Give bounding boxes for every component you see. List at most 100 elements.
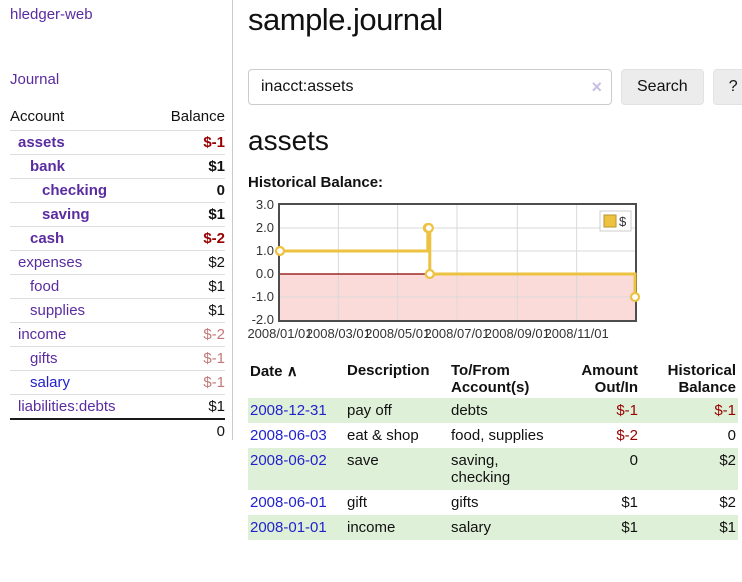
account-link-supplies[interactable]: supplies xyxy=(30,302,86,319)
account-row: supplies $1 xyxy=(10,298,225,323)
account-row: checking 0 xyxy=(10,178,225,203)
account-row: bank $1 xyxy=(10,154,225,179)
account-link-cash[interactable]: cash xyxy=(30,230,65,247)
account-link-income[interactable]: income xyxy=(18,326,67,343)
transaction-balance: $-1 xyxy=(640,398,738,423)
register-table: Date ∧ Description To/From Account(s) Am… xyxy=(248,360,738,540)
account-balance: $1 xyxy=(152,298,225,323)
transaction-accounts: food, supplies xyxy=(451,427,544,444)
accounts-table: Account Balance assets $-1 bank $1 checking 0… xyxy=(10,105,225,443)
account-balance: $2 xyxy=(152,250,225,275)
transaction-accounts: saving, checking xyxy=(449,448,579,490)
transaction-date-link[interactable]: 2008-12-31 xyxy=(250,402,327,419)
balance-column-header: Balance xyxy=(152,105,225,131)
transaction-balance: 0 xyxy=(727,427,736,444)
transaction-date-link[interactable]: 2008-06-02 xyxy=(250,452,327,469)
account-link-gifts[interactable]: gifts xyxy=(30,350,58,367)
account-row: liabilities:debts $1 xyxy=(10,394,225,420)
x-axis-tick-label: 2008/11/01 xyxy=(544,326,609,341)
account-link-liabilities-debts[interactable]: liabilities:debts xyxy=(18,398,116,415)
account-balance: $1 xyxy=(152,154,225,179)
x-axis-tick-label: 2008/01/01 xyxy=(247,326,313,341)
register-row: 2008-06-03 eat & shop food, supplies $-2 0 xyxy=(248,423,738,448)
account-link-assets[interactable]: assets xyxy=(18,134,65,151)
account-balance: 0 xyxy=(152,178,225,203)
tofrom-column-header: To/From Account(s) xyxy=(451,362,530,396)
amount-column-header: Amount Out/In xyxy=(581,362,638,396)
register-row: 2008-01-01 income salary $1 $1 xyxy=(248,515,738,540)
transaction-balance: $2 xyxy=(719,494,736,511)
y-axis-tick-label: 1.0 xyxy=(255,243,274,258)
y-axis-tick-label: -2.0 xyxy=(251,312,274,327)
transaction-description: pay off xyxy=(345,398,449,423)
description-column-header: Description xyxy=(347,362,430,379)
account-balance: $-1 xyxy=(152,346,225,371)
search-input[interactable] xyxy=(248,69,612,105)
search-bar: × Search ? xyxy=(248,69,742,105)
transaction-balance: $2 xyxy=(640,448,738,490)
account-balance: $-2 xyxy=(152,226,225,251)
account-link-bank[interactable]: bank xyxy=(30,158,66,175)
transaction-description: save xyxy=(345,448,449,490)
account-row: saving $1 xyxy=(10,202,225,227)
svg-text:$: $ xyxy=(619,214,627,229)
account-link-saving[interactable]: saving xyxy=(42,206,90,223)
transaction-amount: $1 xyxy=(579,515,640,540)
account-row: assets $-1 xyxy=(10,130,225,155)
sort-ascending-icon: ∧ xyxy=(286,363,298,380)
x-axis-tick-label: 2008/03/01 xyxy=(305,326,371,341)
transaction-accounts: salary xyxy=(449,515,579,540)
account-balance: $-1 xyxy=(152,130,225,155)
account-row: salary $-1 xyxy=(10,370,225,395)
account-balance: $-2 xyxy=(152,322,225,347)
accounts-column-header: Account xyxy=(10,105,153,131)
sidebar-item-journal[interactable]: Journal xyxy=(10,71,60,88)
register-row: 2008-12-31 pay off debts $-1 $-1 xyxy=(248,398,738,423)
register-row: 2008-06-02 save saving, checking 0 $2 xyxy=(248,448,738,490)
clear-search-icon[interactable]: × xyxy=(591,77,602,97)
transaction-amount: $-1 xyxy=(579,398,640,423)
transaction-description: gift xyxy=(347,494,368,511)
chart-plot-area: $ xyxy=(274,203,641,322)
help-button[interactable]: ? xyxy=(712,69,742,105)
x-axis-tick-label: 2008/05/01 xyxy=(365,326,431,341)
sidebar: hledger-web Journal Account Balance asse… xyxy=(0,0,233,443)
account-link-checking[interactable]: checking xyxy=(42,182,108,199)
transaction-balance: $1 xyxy=(640,515,738,540)
chart-title: Historical Balance: xyxy=(248,174,384,191)
account-balance: $1 xyxy=(152,202,225,227)
account-link-salary[interactable]: salary xyxy=(30,374,71,391)
account-link-food[interactable]: food xyxy=(30,278,60,295)
y-axis-tick-label: 2.0 xyxy=(255,220,274,235)
transaction-description: eat & shop xyxy=(347,427,419,444)
date-column-header[interactable]: Date ∧ xyxy=(250,363,298,380)
account-row: expenses $2 xyxy=(10,250,225,275)
accounts-total-value: 0 xyxy=(152,418,225,443)
account-row: food $1 xyxy=(10,274,225,299)
chart-legend: $ xyxy=(599,210,632,232)
transaction-date-link[interactable]: 2008-06-03 xyxy=(250,427,327,444)
y-axis-tick-label: 0.0 xyxy=(255,266,274,281)
x-axis-tick-label: 2008/07/01 xyxy=(424,326,490,341)
historical-balance-chart: 3.0 2.0 1.0 0.0 -1.0 -2.0 2008/01/01 2008/03/01… xyxy=(247,197,736,343)
y-axis-tick-label: -1.0 xyxy=(251,289,274,304)
account-balance: $1 xyxy=(152,394,225,420)
page-title: sample.journal xyxy=(248,2,443,37)
transaction-amount: 0 xyxy=(579,448,640,490)
accounts-total-row: 0 xyxy=(10,418,225,443)
account-row: income $-2 xyxy=(10,322,225,347)
transaction-amount: $1 xyxy=(621,494,638,511)
main-panel: sample.journal × Search ? assets Histori… xyxy=(233,0,742,582)
account-link-expenses[interactable]: expenses xyxy=(18,254,83,271)
transaction-accounts: debts xyxy=(449,398,579,423)
register-row: 2008-06-01 gift gifts $1 $2 xyxy=(248,490,738,515)
transaction-date-link[interactable]: 2008-06-01 xyxy=(250,494,327,511)
transaction-description: income xyxy=(345,515,449,540)
transaction-date-link[interactable]: 2008-01-01 xyxy=(250,519,327,536)
app-title[interactable]: hledger-web xyxy=(10,6,93,23)
account-section-title: assets xyxy=(248,125,329,156)
y-axis-tick-label: 3.0 xyxy=(255,197,274,212)
x-axis-tick-label: 2008/09/01 xyxy=(484,326,550,341)
account-balance: $-1 xyxy=(152,370,225,395)
search-button[interactable]: Search xyxy=(621,69,704,105)
